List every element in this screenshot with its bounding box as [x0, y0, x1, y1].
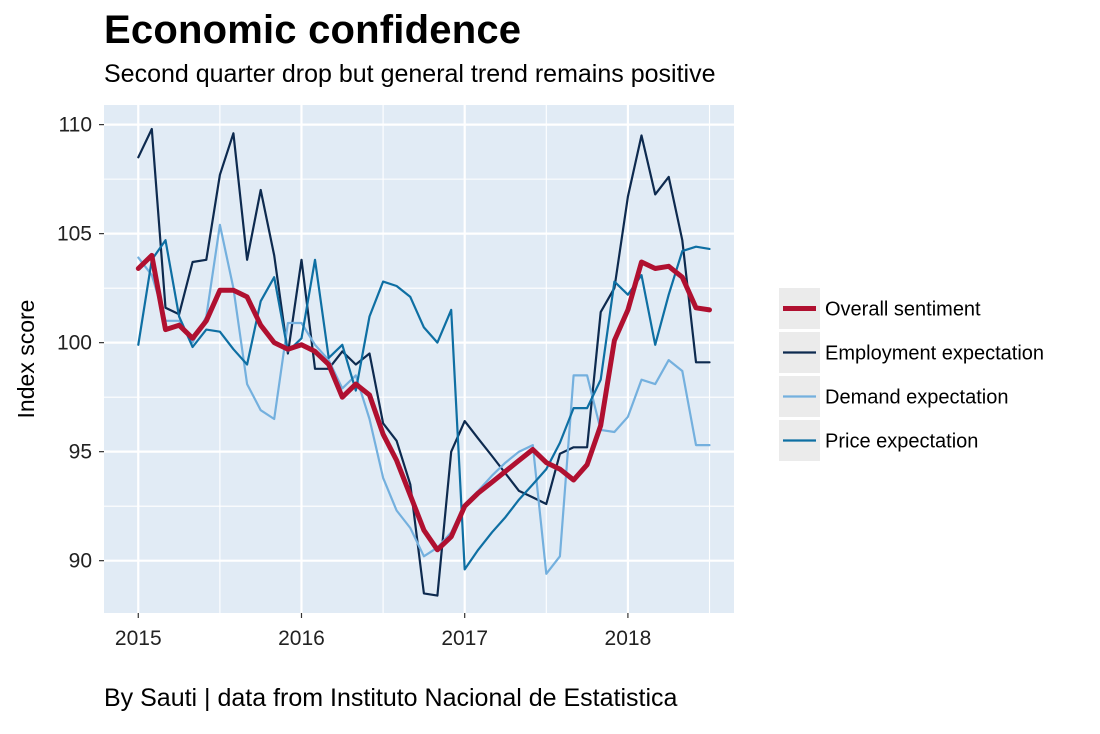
x-tick-label: 2017 — [441, 627, 488, 650]
y-tick-label: 100 — [57, 332, 92, 355]
chart-subtitle: Second quarter drop but general trend re… — [104, 60, 716, 88]
chart-caption: By Sauti | data from Instituto Nacional … — [104, 684, 678, 712]
grid-major — [104, 105, 734, 613]
legend: Overall sentiment Employment expectation D… — [779, 288, 1044, 461]
y-tick-label: 105 — [57, 223, 92, 246]
series-line-overall-sentiment — [135, 252, 712, 553]
y-axis-label: Index score — [13, 300, 39, 419]
x-tick-label: 2015 — [115, 627, 162, 650]
y-tick-label: 95 — [69, 441, 92, 464]
axis-layer: 90 95 100 105 110 2015 2016 2017 2018 Index score — [13, 114, 651, 650]
legend-label-price-expectation: Price expectation — [825, 431, 978, 453]
x-tick-label: 2018 — [605, 627, 652, 650]
plot-panel — [104, 105, 734, 613]
y-tick-label: 90 — [69, 550, 92, 573]
legend-label-overall-sentiment: Overall sentiment — [825, 299, 981, 321]
legend-label-demand-expectation: Demand expectation — [825, 387, 1008, 409]
y-tick-label: 110 — [59, 114, 92, 137]
series-line-price-expectation — [137, 239, 711, 571]
x-tick-label: 2016 — [278, 627, 325, 650]
series-layer — [135, 127, 712, 597]
chart-title: Economic confidence — [104, 8, 522, 52]
legend-label-employment-expectation: Employment expectation — [825, 343, 1044, 365]
